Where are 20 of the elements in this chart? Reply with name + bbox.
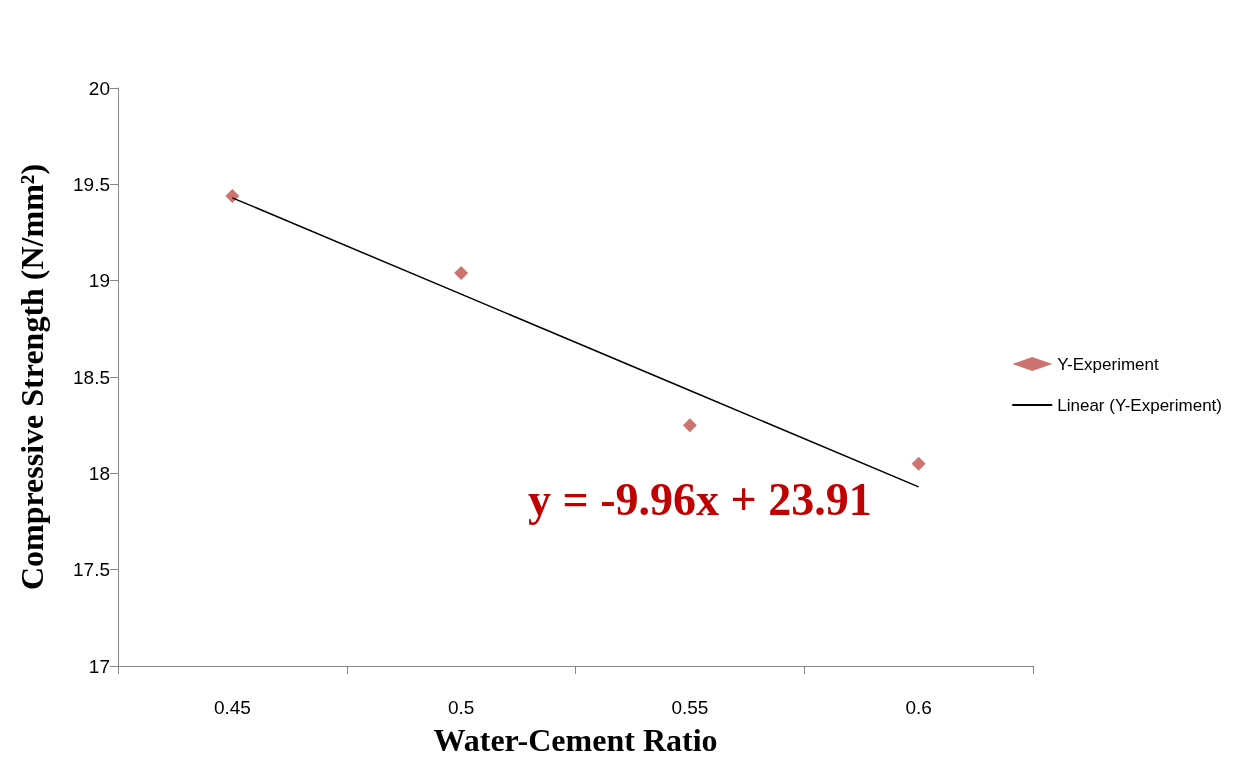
y-tick-label: 19.5 [73, 173, 110, 195]
point [682, 418, 697, 433]
y-tick-label: 20 [88, 77, 110, 99]
y-axis-title: Compressive Strength (N/mm²) [14, 163, 50, 591]
legend-label: Y-Experiment [1057, 354, 1159, 374]
x-tick-label: 0.5 [447, 697, 475, 718]
y-tick-label: 18.5 [73, 366, 110, 388]
y-tick-label: 18 [88, 462, 110, 484]
point [911, 456, 926, 471]
x-tick-label: 0.45 [213, 697, 251, 718]
y-tick-label: 17 [88, 655, 110, 677]
x-axis-title: Water-Cement Ratio [433, 722, 718, 758]
y-tick-label: 17.5 [73, 559, 110, 581]
x-tick-label: 0.55 [671, 697, 709, 718]
annotation: y = -9.96x + 23.91 [528, 473, 872, 525]
point [225, 188, 240, 203]
legend-label: Linear (Y-Experiment) [1057, 395, 1223, 415]
x-tick-label: 0.6 [905, 697, 932, 718]
y-tick-label: 19 [88, 270, 110, 292]
point [454, 265, 469, 280]
